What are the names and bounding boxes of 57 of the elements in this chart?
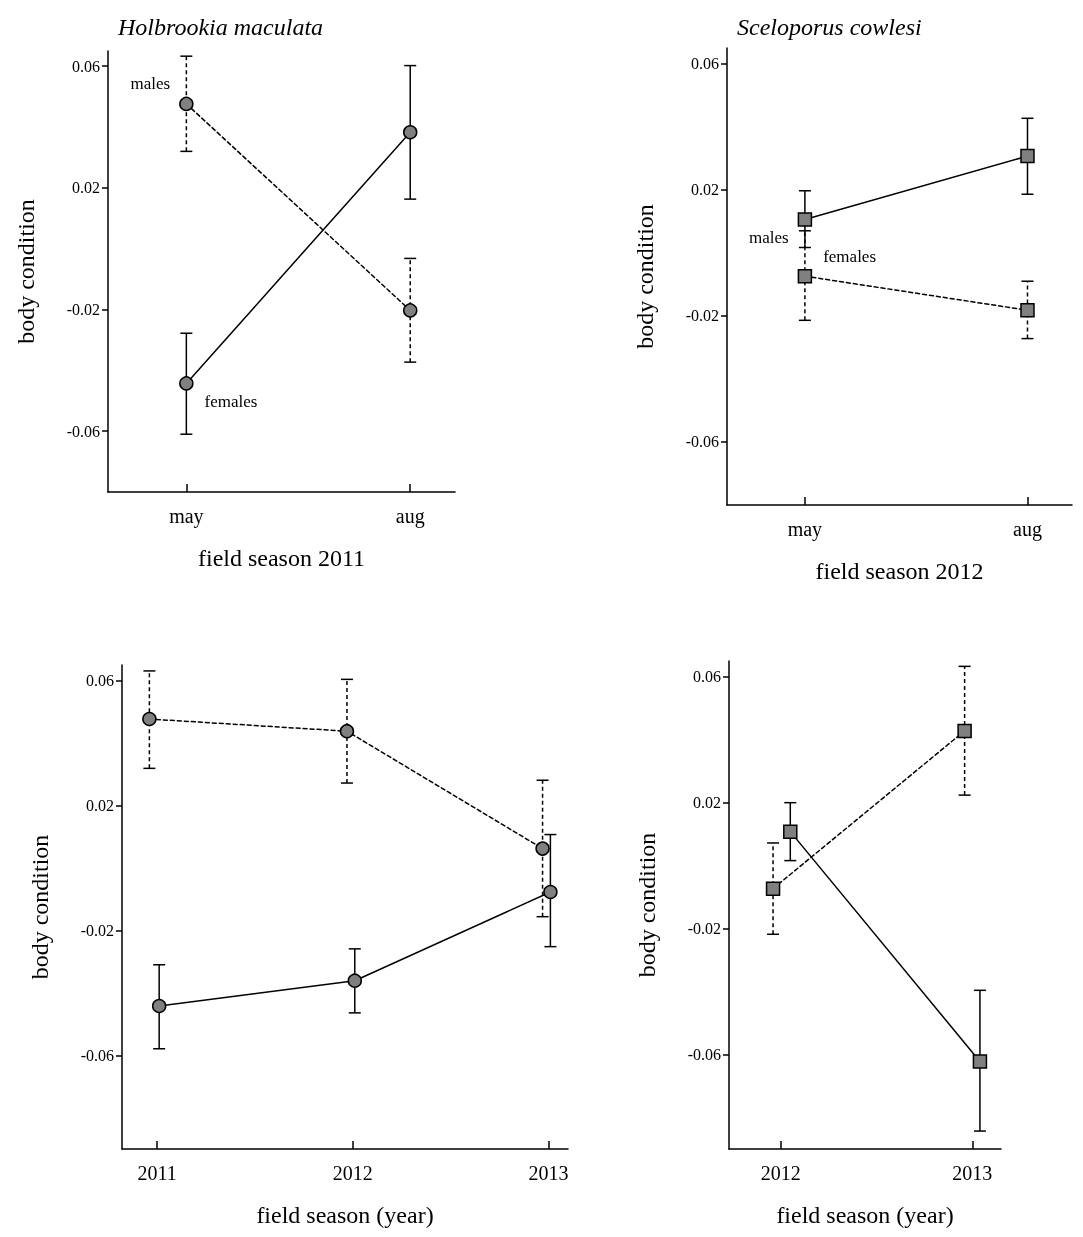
point <box>179 96 194 112</box>
y-tick-label: -0.06 <box>685 433 719 451</box>
x-tick-label: 2013 <box>952 1162 993 1184</box>
y-tick-label: 0.06 <box>86 672 114 690</box>
x-axis-title: field season (year) <box>256 1202 434 1228</box>
x-tick-label: 2013 <box>528 1162 569 1184</box>
series-label: males <box>749 227 789 247</box>
y-tick-label: -0.06 <box>66 422 100 440</box>
point <box>179 376 194 391</box>
series-label: females <box>204 391 258 411</box>
point <box>543 884 558 900</box>
point <box>1020 148 1035 164</box>
x-tick-label: 2012 <box>332 1162 373 1184</box>
point <box>1020 302 1035 318</box>
series-label: females <box>823 246 877 266</box>
x-tick-label: may <box>787 518 823 541</box>
y-tick-label: -0.02 <box>66 301 100 319</box>
y-tick-label: 0.02 <box>86 797 114 815</box>
y-tick-label: 0.06 <box>691 55 719 73</box>
chart-title: Holbrookia maculata <box>117 14 324 40</box>
chart-title: Sceloporus cowlesi <box>737 14 922 40</box>
point <box>151 998 167 1014</box>
point <box>535 841 550 856</box>
y-tick-label: -0.06 <box>80 1046 114 1064</box>
x-tick-label: 2011 <box>137 1162 177 1184</box>
x-axis-title: field season 2011 <box>197 545 366 571</box>
y-tick-label: 0.06 <box>72 57 100 75</box>
point <box>347 973 363 988</box>
y-tick-label: -0.06 <box>687 1046 721 1064</box>
x-tick-label: aug <box>1013 518 1042 541</box>
y-tick-label: 0.02 <box>691 181 719 199</box>
point <box>972 1054 988 1069</box>
y-axis-title: body condition <box>27 834 53 980</box>
y-axis-title: body condition <box>634 832 660 978</box>
y-tick-label: 0.02 <box>693 794 721 812</box>
y-tick-label: -0.02 <box>687 920 721 938</box>
series-label: males <box>130 74 171 94</box>
point <box>797 212 813 227</box>
x-axis-title: field season 2012 <box>815 558 984 584</box>
point <box>957 723 972 739</box>
y-tick-label: 0.06 <box>693 668 721 686</box>
y-tick-label: 0.02 <box>72 179 100 197</box>
point <box>142 711 157 727</box>
point <box>339 723 355 739</box>
y-axis-title: body condition <box>632 204 658 349</box>
x-tick-label: 2012 <box>760 1162 801 1184</box>
point <box>765 881 781 896</box>
point <box>402 303 418 318</box>
x-tick-label: aug <box>395 505 425 528</box>
y-axis-title: body condition <box>13 199 39 344</box>
x-tick-label: may <box>169 505 204 528</box>
y-tick-label: -0.02 <box>80 921 114 939</box>
y-tick-label: -0.02 <box>685 307 719 325</box>
point <box>783 824 798 839</box>
x-axis-title: field season (year) <box>776 1202 954 1228</box>
point <box>402 124 418 140</box>
point <box>797 268 813 284</box>
